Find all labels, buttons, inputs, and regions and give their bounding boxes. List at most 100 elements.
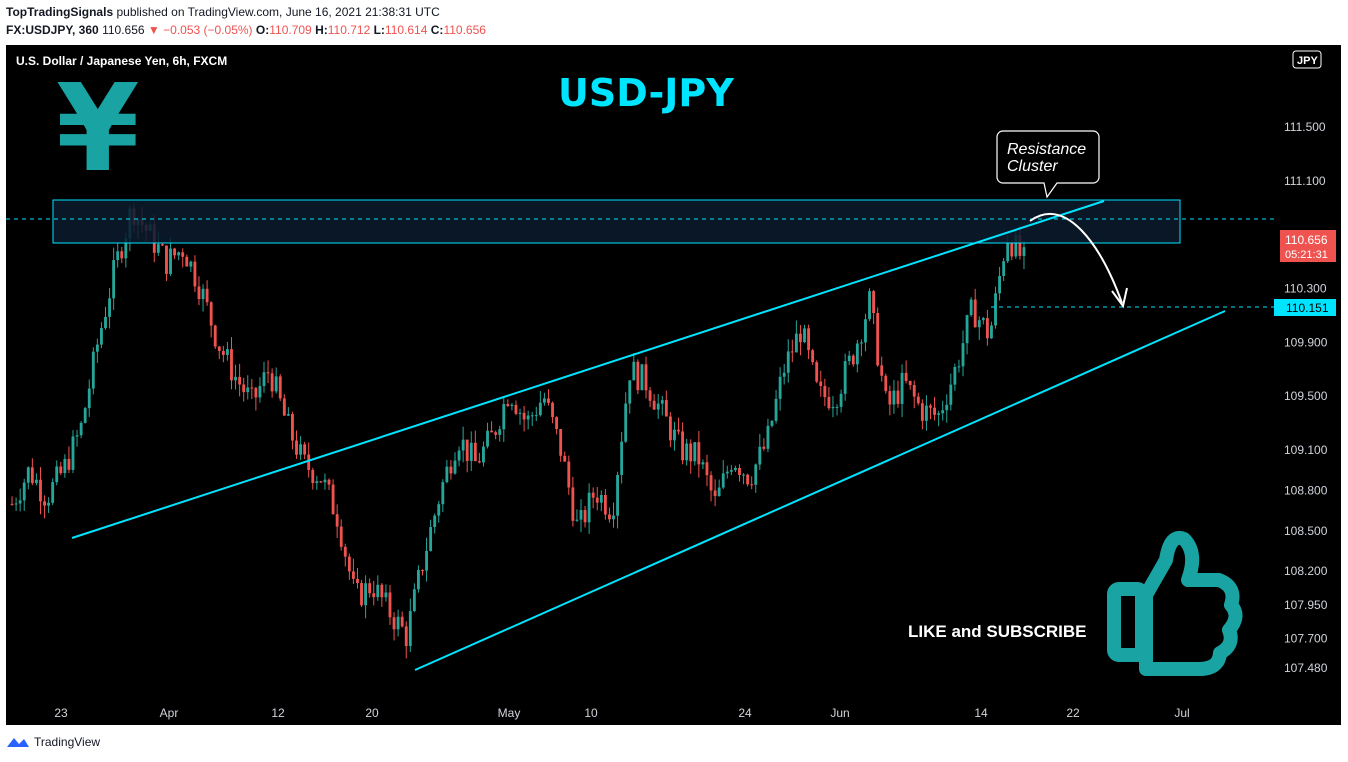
candle-body: [205, 288, 209, 303]
candle-body: [912, 385, 916, 397]
candle-body: [75, 435, 79, 437]
price-axis[interactable]: 111.500111.100110.700110.300109.900109.5…: [1284, 120, 1328, 675]
candle-body: [372, 593, 376, 598]
cta-text[interactable]: LIKE and SUBSCRIBE: [908, 622, 1087, 641]
candle-body: [299, 444, 302, 455]
candle-body: [868, 291, 871, 320]
candle-body: [327, 479, 331, 485]
price-tag: 110.656: [1285, 233, 1328, 247]
candle-body: [91, 351, 95, 389]
candle-body: [412, 589, 416, 612]
y-tick-label: 108.500: [1284, 524, 1328, 538]
close-value: 110.656: [443, 23, 486, 37]
countdown: 05:21:31: [1285, 249, 1328, 261]
resistance-zone[interactable]: [52, 199, 1181, 244]
candle-body: [977, 320, 981, 328]
candle-body: [502, 404, 506, 430]
candle-body: [608, 514, 611, 520]
candle-body: [356, 578, 359, 584]
candle-body: [177, 252, 181, 256]
candle-body: [323, 479, 327, 483]
y-tick-label: 109.100: [1284, 443, 1328, 457]
candle-body: [100, 328, 103, 345]
candle-body: [1010, 243, 1014, 257]
candle-body: [941, 410, 945, 414]
candle-body: [933, 407, 936, 415]
candle-body: [343, 546, 347, 557]
candle-body: [291, 414, 294, 441]
candle-body: [43, 501, 46, 506]
candle-body: [664, 400, 668, 417]
candle-body: [746, 474, 750, 485]
candle-body: [961, 343, 965, 367]
candle-body: [311, 469, 315, 483]
candle-body: [380, 584, 384, 598]
candle-body: [79, 422, 83, 436]
callout-line1: Resistance: [1007, 141, 1086, 158]
candle-body: [904, 372, 908, 381]
candle-body: [583, 510, 587, 523]
tradingview-logo-icon: [7, 738, 29, 747]
publisher-name[interactable]: TopTradingSignals: [6, 5, 114, 19]
candle-body: [945, 404, 949, 411]
candle-body: [855, 343, 859, 365]
candle-body: [648, 390, 652, 401]
chart-area[interactable]: Resistance Cluster U.S. Dollar / Japanes…: [6, 45, 1341, 725]
candle-body: [189, 261, 193, 267]
candle-body: [725, 471, 729, 474]
y-tick-label: 110.300: [1284, 282, 1327, 296]
candle-body: [494, 432, 498, 435]
footer-brand[interactable]: TradingView: [6, 735, 100, 749]
y-tick-label: 108.200: [1284, 564, 1328, 578]
candle-body: [555, 417, 559, 430]
candle-body: [522, 412, 526, 420]
candle-body: [226, 349, 229, 355]
candle-body: [221, 351, 225, 355]
candle-body: [14, 503, 18, 505]
candle-body: [701, 462, 705, 465]
candle-body: [482, 446, 485, 463]
candle-body: [368, 583, 372, 594]
chart-svg[interactable]: Resistance Cluster U.S. Dollar / Japanes…: [6, 45, 1341, 725]
time-axis[interactable]: 23 Apr 12 20 May 10 24 Jun 14 22 Jul: [54, 706, 1189, 720]
callout-bubble[interactable]: [996, 130, 1100, 199]
candle-body: [985, 318, 989, 339]
open-label: O:: [255, 23, 270, 37]
x-tick-label: 24: [738, 706, 752, 720]
thumbs-up-icon[interactable]: [1107, 531, 1243, 676]
candle-body: [87, 388, 91, 409]
candle-body: [319, 481, 323, 483]
candle-body: [250, 387, 254, 389]
y-tick-label: 111.500: [1284, 120, 1326, 134]
candle-body: [254, 387, 258, 398]
candle-body: [953, 366, 957, 385]
candle-body: [83, 408, 87, 423]
candle-body: [981, 318, 985, 321]
candle-body: [949, 384, 953, 405]
last-price: 110.656: [102, 23, 145, 37]
wedge-lower-line[interactable]: [414, 310, 1226, 671]
candle-body: [266, 372, 270, 374]
candle-body: [173, 248, 177, 256]
candle-body: [831, 407, 835, 409]
candle-body: [437, 504, 441, 516]
candle-body: [734, 467, 737, 471]
candle-body: [392, 617, 396, 630]
candle-body: [169, 248, 172, 274]
candle-body: [872, 291, 876, 314]
candle-body: [794, 333, 798, 353]
y-tick-label: 109.900: [1284, 335, 1328, 349]
candle-body: [47, 502, 51, 506]
candle-body: [624, 403, 628, 442]
wedge-upper-line[interactable]: [71, 200, 1105, 539]
currency-badge[interactable]: [1292, 50, 1322, 69]
candle-body: [994, 293, 997, 326]
publish-info: TopTradingSignals published on TradingVi…: [6, 5, 440, 19]
candle-body: [453, 460, 457, 474]
candle-body: [376, 584, 380, 598]
candle-body: [315, 481, 319, 483]
candle-body: [900, 372, 904, 404]
candle-body: [364, 583, 368, 606]
candle-body: [770, 420, 774, 426]
candle-body: [990, 325, 993, 339]
